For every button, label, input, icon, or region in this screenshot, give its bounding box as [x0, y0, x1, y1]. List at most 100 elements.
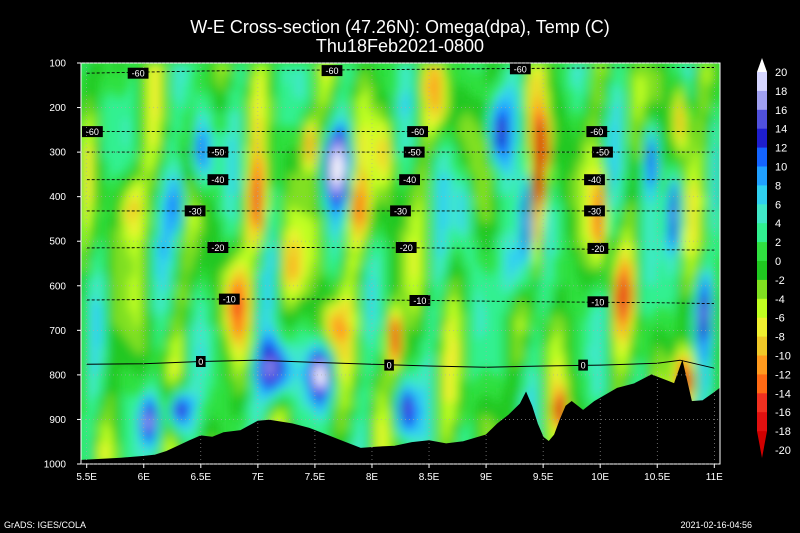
omega-cell [581, 222, 588, 230]
omega-cell [554, 208, 562, 217]
omega-cell [283, 215, 290, 223]
omega-cell [267, 180, 274, 189]
omega-cell [256, 277, 263, 286]
omega-cell [459, 208, 466, 217]
omega-cell [512, 118, 519, 127]
omega-cell [107, 215, 114, 223]
omega-cell [437, 125, 445, 134]
omega-cell [251, 201, 258, 210]
omega-cell [405, 215, 413, 223]
omega-cell [182, 249, 189, 258]
omega-cell [613, 256, 620, 265]
omega-cell [315, 291, 322, 300]
omega-cell [480, 173, 487, 182]
omega-cell [560, 166, 567, 175]
omega-cell [128, 201, 136, 210]
omega-cell [320, 408, 327, 417]
omega-cell [421, 166, 429, 175]
omega-cell [97, 339, 104, 348]
omega-cell [389, 284, 397, 293]
omega-cell [485, 325, 492, 334]
omega-cell [618, 159, 626, 168]
omega-cell [597, 270, 604, 279]
omega-cell [405, 201, 413, 210]
omega-cell [544, 408, 551, 417]
omega-cell [539, 249, 546, 258]
omega-cell [363, 180, 370, 189]
omega-cell [523, 111, 530, 120]
omega-cell [352, 97, 359, 106]
omega-cell [448, 83, 455, 92]
omega-cell [432, 311, 439, 320]
omega-cell [437, 325, 445, 334]
omega-cell [187, 83, 194, 92]
omega-cell [400, 139, 407, 147]
omega-cell [251, 208, 258, 217]
omega-cell [517, 291, 524, 300]
omega-cell [352, 346, 359, 355]
omega-cell [182, 215, 189, 223]
omega-cell [288, 228, 295, 237]
omega-cell [283, 415, 290, 424]
omega-cell [304, 132, 311, 140]
omega-cell [491, 339, 498, 348]
omega-cell [262, 132, 269, 140]
omega-cell [134, 180, 141, 189]
omega-cell [113, 235, 120, 244]
omega-cell [533, 353, 540, 362]
omega-cell [86, 159, 93, 168]
omega-cell [203, 249, 210, 258]
omega-cell [533, 90, 540, 99]
omega-cell [475, 194, 482, 203]
omega-cell [613, 194, 620, 203]
omega-cell [608, 298, 615, 306]
omega-cell [485, 353, 492, 362]
omega-cell [256, 208, 263, 217]
omega-cell [118, 242, 125, 251]
omega-cell [570, 90, 578, 99]
omega-cell [203, 346, 210, 355]
omega-cell [123, 415, 130, 424]
omega-cell [150, 159, 157, 168]
omega-cell [443, 339, 450, 348]
omega-cell [384, 159, 391, 168]
omega-cell [602, 367, 610, 376]
omega-cell [336, 146, 343, 154]
omega-cell [459, 318, 466, 327]
omega-cell [118, 146, 125, 154]
omega-cell [618, 118, 626, 127]
omega-cell [602, 180, 610, 189]
omega-cell [421, 83, 429, 92]
omega-cell [283, 291, 290, 300]
omega-cell [208, 256, 216, 265]
omega-cell [278, 263, 285, 272]
omega-cell [246, 228, 253, 237]
omega-cell [363, 69, 370, 78]
omega-cell [437, 270, 445, 279]
omega-cell [586, 215, 594, 223]
omega-cell [405, 194, 413, 203]
omega-cell [246, 325, 253, 334]
omega-cell [262, 194, 269, 203]
omega-cell [134, 298, 141, 306]
omega-cell [507, 353, 514, 362]
omega-cell [496, 332, 503, 341]
omega-cell [389, 277, 397, 286]
omega-cell [384, 394, 391, 403]
omega-cell [171, 159, 178, 168]
omega-cell [544, 415, 551, 424]
omega-cell [166, 360, 173, 369]
omega-cell [139, 305, 146, 313]
omega-cell [113, 146, 120, 154]
omega-cell [198, 339, 205, 348]
omega-cell [443, 311, 450, 320]
omega-cell [357, 76, 365, 85]
omega-cell [294, 215, 301, 223]
omega-cell [533, 374, 540, 382]
omega-cell [304, 381, 311, 389]
omega-cell [150, 401, 157, 410]
omega-cell [539, 228, 546, 237]
omega-cell [113, 394, 120, 403]
omega-cell [256, 215, 263, 223]
omega-cell [549, 104, 556, 113]
